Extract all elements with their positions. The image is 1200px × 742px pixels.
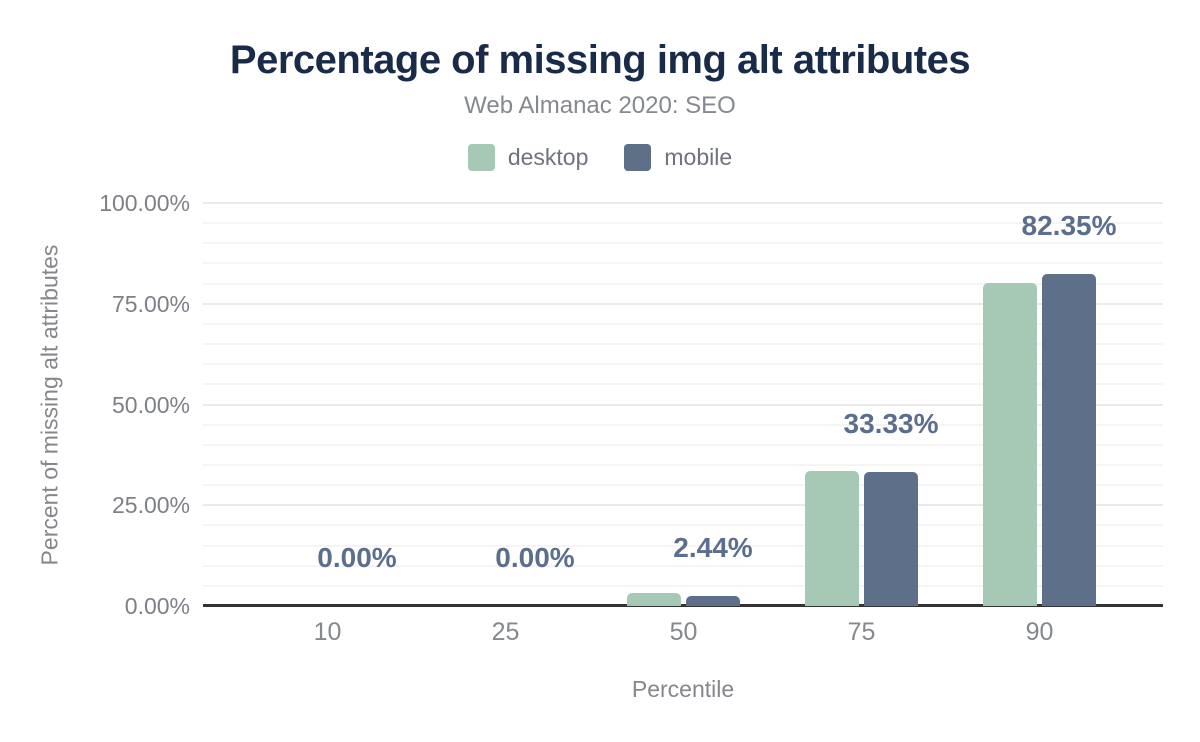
value-label-p90: 82.35% xyxy=(1021,210,1117,242)
y-tick-label: 50.00% xyxy=(111,391,190,418)
x-tick-label-50: 50 xyxy=(669,618,698,646)
gridline xyxy=(203,242,1163,245)
x-axis-line xyxy=(203,604,1163,607)
gridline xyxy=(203,322,1163,325)
y-tick-label: 100.00% xyxy=(99,190,190,216)
x-tick-label-10: 10 xyxy=(313,618,342,646)
gridline xyxy=(203,484,1163,487)
bar-mobile-p90[interactable] xyxy=(1042,274,1096,606)
gridline xyxy=(203,403,1163,406)
x-axis-title: Percentile xyxy=(631,676,735,702)
gridline xyxy=(203,202,1163,204)
value-label-p10: 0.00% xyxy=(317,542,397,573)
y-tick-label: 25.00% xyxy=(111,492,190,519)
value-label-p25: 0.00% xyxy=(495,542,575,573)
gridline xyxy=(203,443,1163,446)
bar-mobile-p50[interactable] xyxy=(686,596,740,606)
gridline xyxy=(203,564,1163,567)
bar-mobile-p75[interactable] xyxy=(864,471,918,606)
gridline xyxy=(203,282,1163,285)
gridline xyxy=(203,343,1163,346)
gridline xyxy=(203,262,1163,265)
gridline xyxy=(203,383,1163,386)
gridline xyxy=(203,222,1163,225)
y-axis-title: Percent of missing alt attributes xyxy=(36,244,63,566)
gridline xyxy=(203,302,1163,305)
legend-item-mobile[interactable]: mobile xyxy=(624,143,733,171)
value-label-p50: 2.44% xyxy=(673,532,753,564)
x-tick-label-90: 90 xyxy=(1025,618,1054,646)
legend: desktop mobile xyxy=(0,141,1200,173)
chart-title: Percentage of missing img alt attributes xyxy=(229,38,971,82)
y-tick-label: 0.00% xyxy=(124,593,190,619)
legend-item-desktop[interactable]: desktop xyxy=(467,143,589,171)
value-label-p75: 33.33% xyxy=(843,407,939,439)
gridline xyxy=(203,544,1163,547)
x-tick-label-75: 75 xyxy=(847,618,876,646)
x-tick-label-25: 25 xyxy=(491,618,520,646)
bar-desktop-p75[interactable] xyxy=(805,471,859,606)
legend-label-desktop: desktop xyxy=(507,143,589,170)
gridline xyxy=(203,504,1163,507)
legend-swatch-mobile xyxy=(624,143,652,171)
bar-desktop-p50[interactable] xyxy=(627,593,681,606)
gridline xyxy=(203,584,1163,587)
gridline xyxy=(203,363,1163,366)
gridline xyxy=(203,463,1163,466)
y-tick-label: 75.00% xyxy=(111,290,190,317)
chart-subtitle: Web Almanac 2020: SEO xyxy=(464,92,736,119)
gridline xyxy=(203,423,1163,426)
bar-desktop-p90[interactable] xyxy=(983,282,1037,606)
legend-label-mobile: mobile xyxy=(664,143,733,170)
gridline xyxy=(203,524,1163,527)
legend-swatch-desktop xyxy=(467,143,495,171)
